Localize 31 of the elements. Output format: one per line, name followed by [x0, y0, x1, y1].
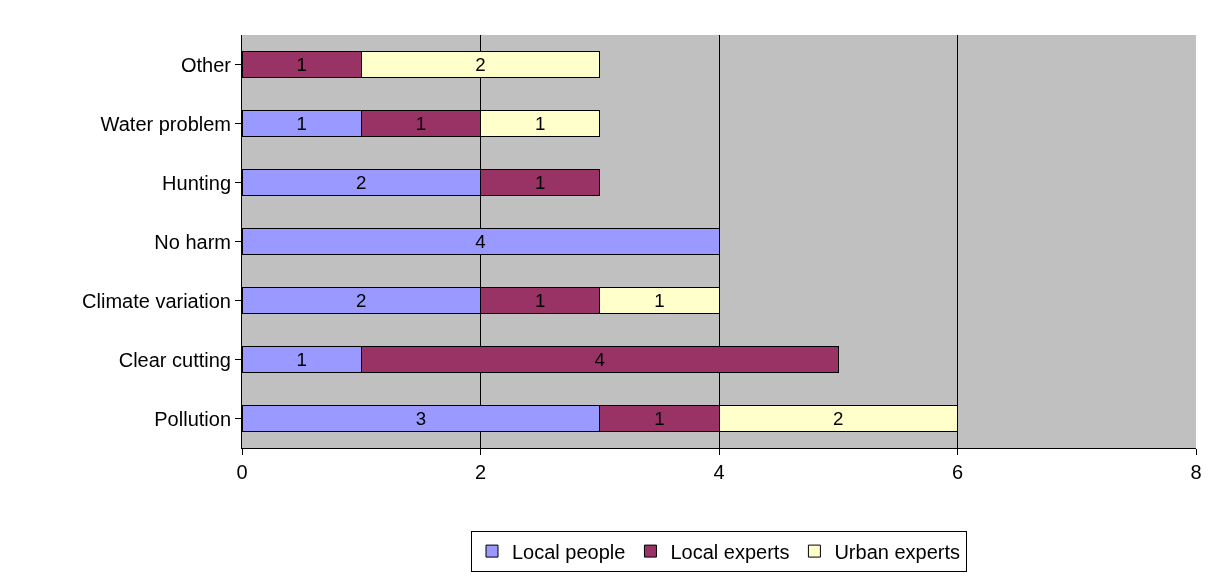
data-label: 1 — [534, 290, 546, 312]
x-tick-label: 2 — [474, 461, 487, 483]
data-label: 3 — [415, 408, 427, 430]
data-label: 1 — [296, 54, 307, 76]
data-label: 4 — [594, 349, 605, 371]
x-tick-label: 4 — [713, 461, 725, 483]
legend-label: Local people — [512, 540, 626, 563]
x-tick-label: 8 — [1190, 461, 1202, 483]
x-tick-label: 0 — [236, 461, 248, 483]
legend-label: Urban experts — [834, 540, 961, 563]
data-label: 1 — [415, 113, 427, 135]
data-label: 2 — [356, 290, 367, 312]
y-tick-label: Climate variation — [82, 289, 231, 312]
legend-label: Local experts — [670, 540, 790, 563]
y-tick-label: Clear cutting — [118, 348, 231, 371]
data-label: 1 — [296, 113, 307, 135]
x-tick-label: 6 — [951, 461, 964, 483]
y-tick-label: No harm — [154, 230, 231, 253]
data-label: 2 — [475, 54, 486, 76]
y-tick-label: Water problem — [100, 112, 231, 135]
data-label: 1 — [534, 113, 546, 135]
data-label: 2 — [833, 408, 844, 430]
y-tick-label: Hunting — [162, 171, 231, 194]
data-label: 2 — [356, 172, 367, 194]
data-label: 1 — [654, 290, 665, 312]
data-label: 4 — [475, 231, 486, 253]
data-label: 1 — [534, 172, 546, 194]
data-label: 1 — [296, 349, 307, 371]
data-label: 1 — [654, 408, 665, 430]
y-tick-label: Other — [180, 53, 232, 76]
y-tick-label: Pollution — [154, 407, 231, 430]
